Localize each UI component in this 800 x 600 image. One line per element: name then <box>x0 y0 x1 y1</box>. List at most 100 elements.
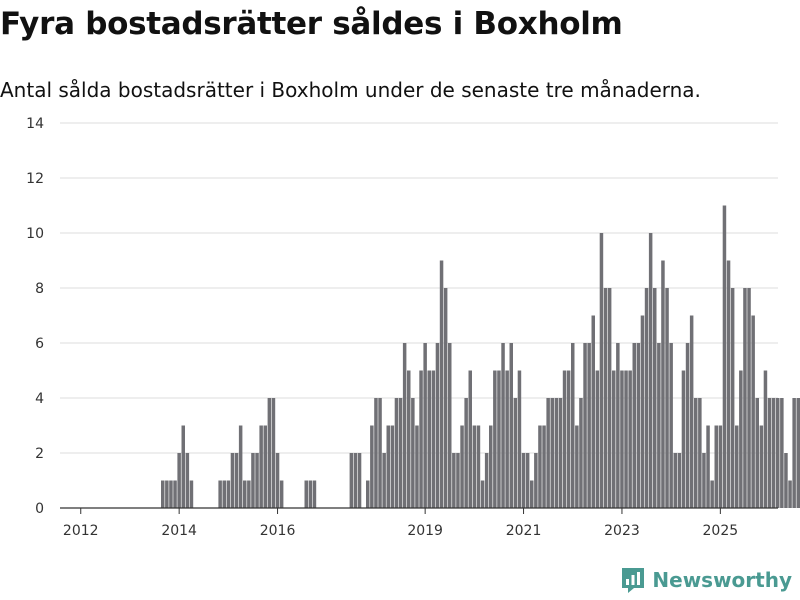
bar <box>722 205 727 508</box>
y-tick-label: 12 <box>26 171 44 187</box>
y-tick-label: 4 <box>35 391 44 407</box>
bar <box>480 480 485 508</box>
bar <box>632 343 636 508</box>
bar <box>788 480 792 508</box>
bar <box>735 425 739 508</box>
bar <box>579 398 583 508</box>
bar <box>271 398 276 508</box>
bar <box>763 370 768 508</box>
bar <box>431 370 436 508</box>
bar <box>501 343 505 508</box>
bar <box>456 453 460 508</box>
bar <box>571 343 575 508</box>
bar <box>702 453 706 508</box>
bar <box>677 453 682 508</box>
bar <box>169 480 173 508</box>
bar <box>644 288 649 508</box>
bar <box>575 425 579 508</box>
bar <box>378 398 382 508</box>
bar <box>255 453 259 508</box>
x-tick-label: 2019 <box>407 523 443 539</box>
bar <box>628 370 632 508</box>
y-tick-label: 2 <box>35 446 44 462</box>
bar <box>370 425 374 508</box>
bar <box>657 343 661 508</box>
bar <box>558 398 563 508</box>
chart-title: Fyra bostadsrätter såldes i Boxholm <box>0 6 623 42</box>
bar <box>665 288 669 508</box>
bar <box>489 425 493 508</box>
bar <box>616 343 620 508</box>
bar <box>583 343 587 508</box>
newsworthy-logo-icon <box>622 568 645 593</box>
bar <box>308 480 313 508</box>
bar <box>230 453 235 508</box>
bar <box>185 453 190 508</box>
bar <box>509 343 513 508</box>
bar <box>587 343 591 508</box>
bar <box>591 315 595 508</box>
bar <box>517 370 522 508</box>
bar <box>267 398 272 508</box>
bar <box>423 343 427 508</box>
bar <box>685 343 690 508</box>
bar <box>452 453 456 508</box>
bar <box>402 343 407 508</box>
bar <box>550 398 554 508</box>
bar <box>710 480 714 508</box>
bar <box>263 425 267 508</box>
bar <box>161 480 165 508</box>
bar <box>603 288 608 508</box>
bar <box>648 233 653 508</box>
bar <box>476 425 481 508</box>
y-tick-label: 14 <box>26 116 44 132</box>
bar <box>525 453 530 508</box>
x-tick-label: 2023 <box>604 523 640 539</box>
x-tick-label: 2012 <box>63 523 99 539</box>
x-tick-label: 2016 <box>260 523 296 539</box>
bar <box>751 315 755 508</box>
bar <box>743 288 747 508</box>
bar <box>595 370 600 508</box>
bar <box>390 425 395 508</box>
bar <box>513 398 518 508</box>
y-tick-label: 10 <box>26 226 44 242</box>
bar <box>607 288 612 508</box>
bar <box>366 480 370 508</box>
bar <box>759 425 764 508</box>
chart-subtitle: Antal sålda bostadsrätter i Boxholm unde… <box>0 78 701 102</box>
bar <box>443 288 448 508</box>
bar <box>624 370 628 508</box>
bar <box>706 425 710 508</box>
bar <box>530 480 534 508</box>
bar <box>497 370 501 508</box>
newsworthy-logo: Newsworthy <box>620 566 792 594</box>
bar <box>382 453 386 508</box>
bar <box>792 398 796 508</box>
y-tick-label: 8 <box>35 281 44 297</box>
bar <box>542 425 546 508</box>
y-tick-label: 0 <box>35 501 44 517</box>
bar <box>181 425 185 508</box>
bar <box>599 233 604 508</box>
bar <box>784 453 788 508</box>
bar <box>439 260 444 508</box>
bar <box>673 453 677 508</box>
bar <box>247 480 251 508</box>
bar <box>275 453 280 508</box>
bar <box>566 370 571 508</box>
bar <box>636 343 641 508</box>
bar <box>771 398 776 508</box>
bar <box>226 480 231 508</box>
bar <box>653 288 657 508</box>
bar <box>776 398 780 508</box>
bar <box>386 425 390 508</box>
bar <box>484 453 489 508</box>
bar <box>415 425 419 508</box>
x-tick-label: 2014 <box>161 523 197 539</box>
bar <box>234 453 239 508</box>
bar <box>222 480 226 508</box>
bar <box>218 480 222 508</box>
bar <box>681 370 686 508</box>
bar <box>411 398 415 508</box>
